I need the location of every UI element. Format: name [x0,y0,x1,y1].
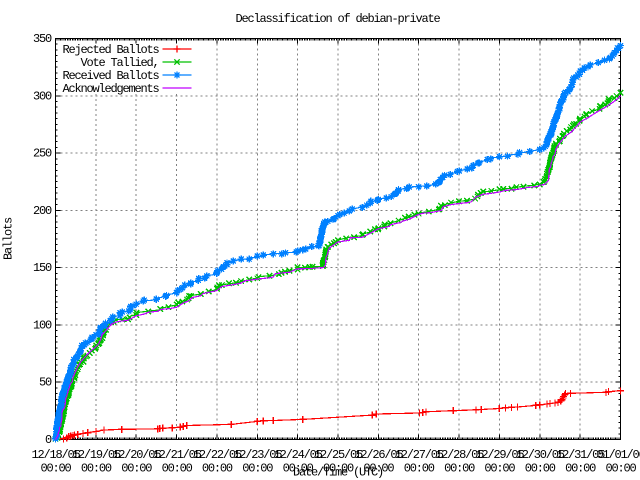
svg-text:Declassification of debian-pri: Declassification of debian-private [235,12,440,26]
svg-text:300: 300 [33,89,52,103]
svg-text:00:00: 00:00 [363,462,394,476]
svg-text:200: 200 [33,204,52,218]
svg-text:12/29/05: 12/29/05 [475,448,524,462]
svg-text:Ballots: Ballots [2,217,16,260]
svg-text:12/18/05: 12/18/05 [31,448,80,462]
svg-text:12/27/05: 12/27/05 [395,448,444,462]
svg-text:00:00: 00:00 [283,462,314,476]
svg-text:12/31/05: 12/31/05 [556,448,605,462]
svg-text:Vote Tallied,: Vote Tallied, [80,56,158,70]
svg-text:Received Ballots: Received Ballots [62,69,159,83]
svg-text:00:00: 00:00 [40,462,71,476]
svg-text:150: 150 [33,261,52,275]
svg-text:00:00: 00:00 [323,462,354,476]
svg-text:00:00: 00:00 [202,462,233,476]
svg-text:250: 250 [33,147,52,161]
svg-text:50: 50 [39,376,52,390]
svg-text:00:00: 00:00 [565,462,596,476]
svg-text:00:00: 00:00 [121,462,152,476]
svg-text:Rejected Ballots: Rejected Ballots [62,43,159,57]
svg-text:12/26/05: 12/26/05 [354,448,403,462]
svg-text:01/01/06: 01/01/06 [596,448,640,462]
svg-text:00:00: 00:00 [81,462,112,476]
svg-text:12/19/05: 12/19/05 [72,448,121,462]
svg-text:12/21/05: 12/21/05 [153,448,202,462]
svg-text:Date/Time (UTC): Date/Time (UTC) [293,466,383,480]
svg-text:12/20/05: 12/20/05 [112,448,161,462]
svg-text:12/22/05: 12/22/05 [193,448,242,462]
svg-text:00:00: 00:00 [484,462,515,476]
svg-text:00:00: 00:00 [162,462,193,476]
svg-text:0: 0 [45,433,52,447]
svg-text:00:00: 00:00 [525,462,556,476]
svg-text:Acknowledgements: Acknowledgements [62,82,159,96]
svg-text:12/23/05: 12/23/05 [233,448,282,462]
svg-text:00:00: 00:00 [444,462,475,476]
svg-text:12/25/05: 12/25/05 [314,448,363,462]
svg-text:100: 100 [33,318,52,332]
svg-text:350: 350 [33,32,52,46]
svg-text:12/28/05: 12/28/05 [435,448,484,462]
svg-text:00:00: 00:00 [404,462,435,476]
svg-text:00:00: 00:00 [605,462,636,476]
svg-text:12/24/05: 12/24/05 [274,448,323,462]
svg-text:00:00: 00:00 [242,462,273,476]
svg-text:12/30/05: 12/30/05 [516,448,565,462]
